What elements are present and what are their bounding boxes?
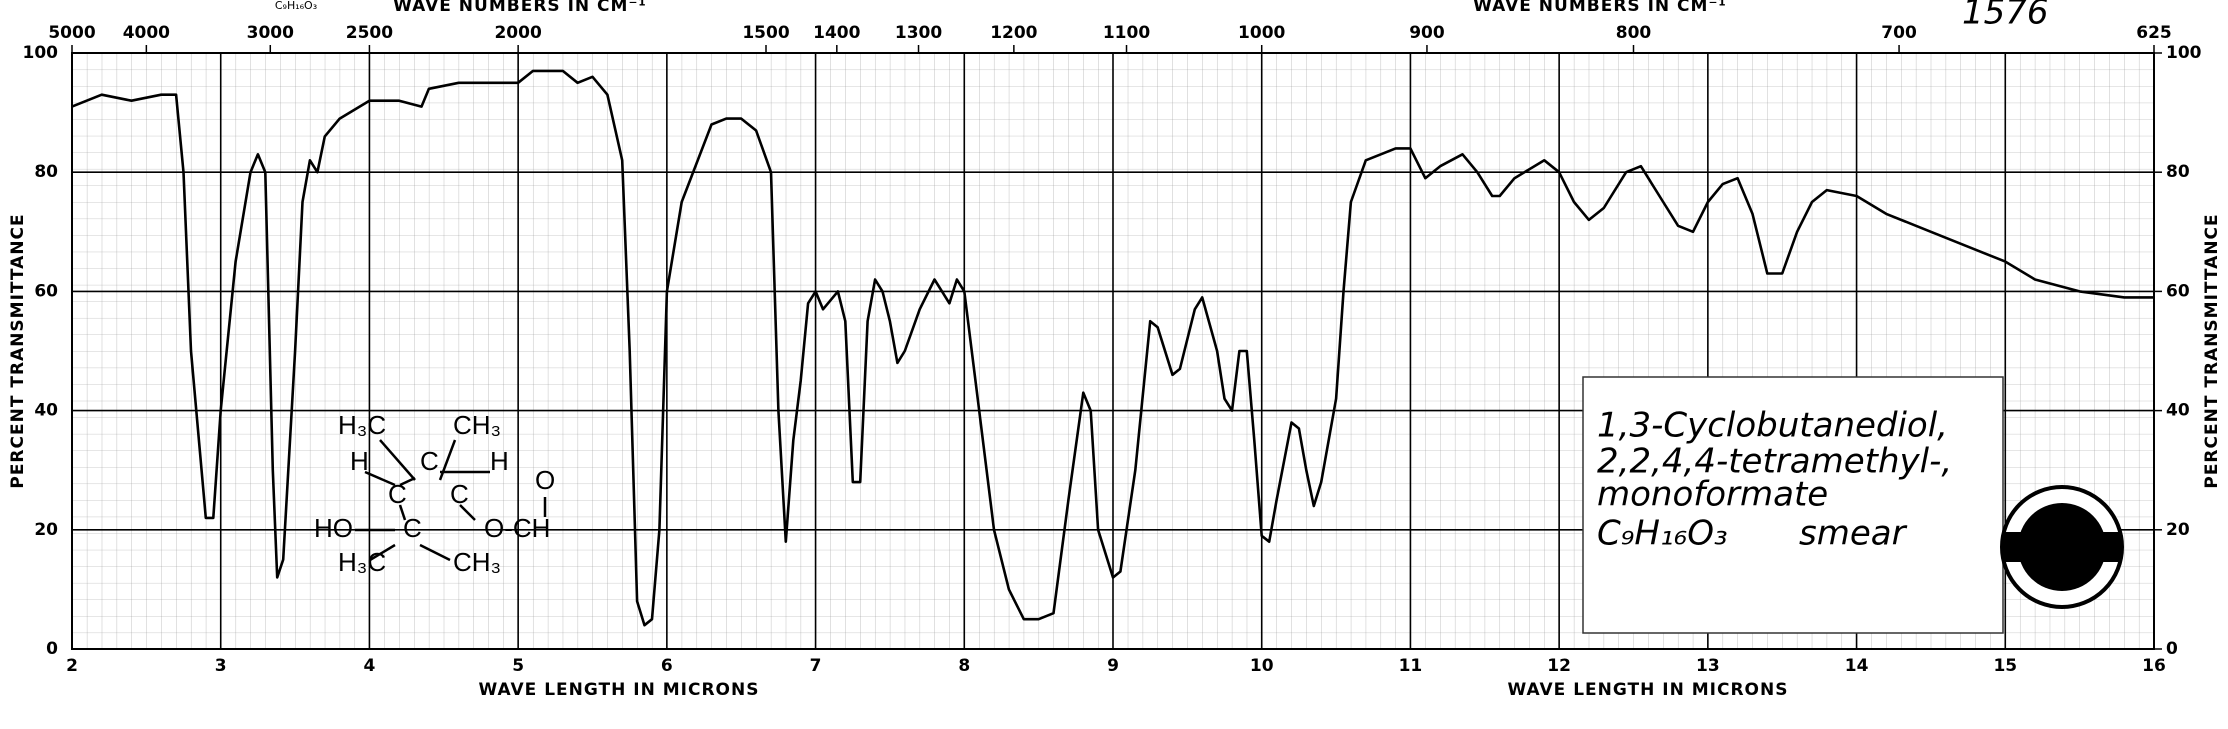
- x2-tick-label: 1300: [895, 23, 942, 43]
- x2-tick-label: 800: [1616, 23, 1652, 43]
- atom: O: [535, 465, 555, 495]
- y2-tick-label: 60: [2166, 281, 2190, 301]
- x-tick-label: 11: [1399, 656, 1423, 676]
- x-tick-label: 13: [1696, 656, 1720, 676]
- x-tick-label: 10: [1250, 656, 1274, 676]
- x-tick-label: 8: [958, 656, 970, 676]
- structure-labels: H₃C CH₃ H C H O C C HO C O-CH H₃C CH₃: [314, 410, 555, 577]
- atom: CH₃: [453, 547, 501, 577]
- x2-tick-label: 3000: [247, 23, 294, 43]
- atom: C: [388, 479, 407, 509]
- x-tick-label: 9: [1107, 656, 1119, 676]
- logo: [2000, 485, 2124, 609]
- bond: [369, 543, 396, 562]
- x2-tick-label: 1100: [1103, 23, 1150, 43]
- atom: O-CH: [484, 513, 550, 543]
- top-axis-label: WAVE NUMBERS IN CM⁻¹: [393, 0, 647, 16]
- x2-tick-label: 4000: [123, 23, 170, 43]
- y-tick-label: 20: [34, 520, 58, 540]
- x-tick-label: 5: [512, 656, 524, 676]
- plot-frame: [71, 52, 2155, 650]
- y2-tick-label: 80: [2166, 162, 2190, 182]
- x-axis-label: WAVE LENGTH IN MICRONS: [1508, 680, 1789, 700]
- x-tick-label: 4: [364, 656, 376, 676]
- x2-tick-label: 1500: [742, 23, 789, 43]
- x-tick-label: 3: [215, 656, 227, 676]
- x-axis-label: WAVE LENGTH IN MICRONS: [479, 680, 760, 700]
- atom: H₃C: [338, 410, 386, 440]
- y2-axis-label: PERCENT TRANSMITTANCE: [2202, 213, 2222, 488]
- spectrum-number: 1576: [1962, 0, 2049, 33]
- bond: [398, 504, 407, 521]
- atom: HO: [314, 513, 353, 543]
- atom: C: [450, 479, 469, 509]
- x2-tick-label: 1000: [1238, 23, 1285, 43]
- y2-tick-label: 100: [2166, 43, 2202, 63]
- y-axis-label: PERCENT TRANSMITTANCE: [8, 213, 28, 488]
- bond: [459, 504, 476, 521]
- x2-tick-label: 5000: [48, 23, 95, 43]
- compound-name: monoformate: [1597, 475, 1828, 515]
- atom: CH₃: [453, 410, 501, 440]
- x2-tick-label: 2500: [346, 23, 393, 43]
- sample-state: smear: [1799, 514, 1908, 554]
- bond: [379, 439, 416, 481]
- x2-tick-label: 900: [1409, 23, 1445, 43]
- atom: C: [403, 513, 422, 543]
- y-tick-label: 100: [23, 43, 59, 63]
- x-tick-label: 16: [2142, 656, 2166, 676]
- structure: [355, 439, 547, 562]
- y-tick-label: 40: [34, 401, 58, 421]
- atom: H: [350, 446, 369, 476]
- atom: H₃C: [338, 547, 386, 577]
- y-tick-label: 0: [46, 639, 58, 659]
- formula-small: C₉H₁₆O₃: [275, 0, 317, 12]
- x-tick-label: 14: [1845, 656, 1869, 676]
- label-card: [1582, 376, 2004, 634]
- compound-formula: C₉H₁₆O₃: [1597, 514, 1728, 554]
- x2-tick-label: 2000: [494, 23, 541, 43]
- x2-tick-label: 625: [2136, 23, 2172, 43]
- x-tick-label: 7: [810, 656, 822, 676]
- x-tick-label: 12: [1547, 656, 1571, 676]
- top-axis-label: WAVE NUMBERS IN CM⁻¹: [1473, 0, 1727, 16]
- spectrum-line: [71, 69, 2154, 627]
- compound-name: 2,2,4,4-tetramethyl-,: [1597, 442, 1952, 482]
- x-tick-label: 2: [66, 656, 78, 676]
- x2-tick-label: 1400: [813, 23, 860, 43]
- compound-name: 1,3-Cyclobutanediol,: [1597, 406, 1948, 446]
- bond: [364, 470, 396, 487]
- x2-tick-label: 1200: [990, 23, 1037, 43]
- x-tick-label: 6: [661, 656, 673, 676]
- y2-tick-label: 0: [2166, 639, 2178, 659]
- bond: [438, 439, 457, 481]
- bond: [399, 476, 416, 487]
- y2-tick-label: 40: [2166, 401, 2190, 421]
- atom: H: [490, 446, 509, 476]
- y-tick-label: 80: [34, 162, 58, 182]
- y-tick-label: 60: [34, 281, 58, 301]
- atom: C: [420, 446, 439, 476]
- x2-tick-label: 700: [1881, 23, 1917, 43]
- bond: [419, 543, 451, 562]
- y2-tick-label: 20: [2166, 520, 2190, 540]
- x-tick-label: 15: [1993, 656, 2017, 676]
